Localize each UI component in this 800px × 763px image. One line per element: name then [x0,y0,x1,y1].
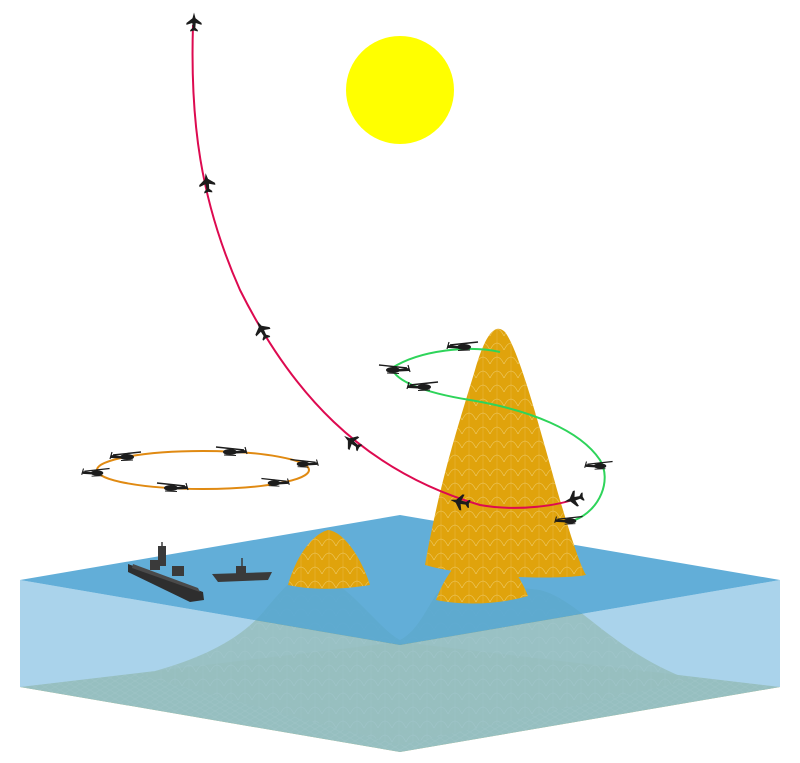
water-side-right [400,580,780,752]
battleship-icon [128,542,204,602]
helicopter-icon [81,467,111,477]
water-side-left [20,580,400,752]
jet-icon [250,317,274,343]
jet-icon [186,12,202,32]
jet-icon [339,429,365,455]
helicopter-icon [378,364,411,375]
missile-path [191,24,579,509]
sun-icon [346,36,454,144]
water-surface [20,515,780,645]
helicopter-icon [584,460,614,470]
helicopter-icon [406,381,439,392]
destroyer-icon [212,558,272,582]
jet-icon [562,488,586,510]
jet-icon [197,171,217,195]
